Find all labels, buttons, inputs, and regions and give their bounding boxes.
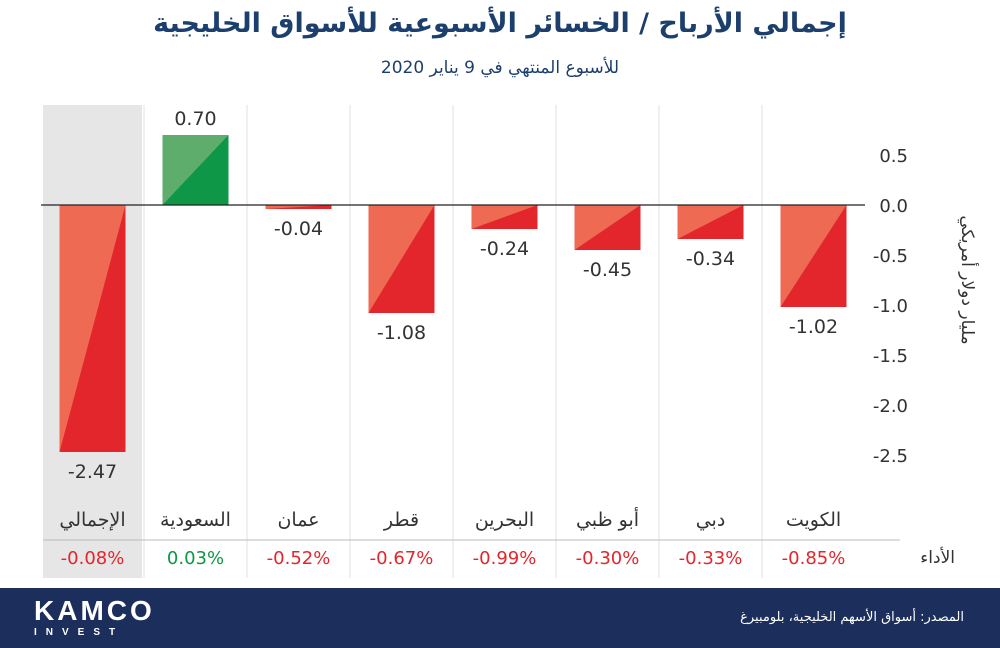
y-tick-label: -1.5 [873,346,908,367]
bar [265,205,332,209]
kamco-logo: KAMCO [34,595,155,626]
y-tick-label: -0.5 [873,246,908,267]
bar [780,205,847,307]
bar-shade [780,205,847,307]
performance-value: -0.99% [473,548,537,569]
footer-bar: KAMCO INVEST المصدر: أسواق الأسهم الخليج… [0,588,1000,648]
category-label: قطر [383,509,419,531]
kamco-logo-subtitle: INVEST [34,627,125,638]
y-tick-label: -2.0 [873,396,908,417]
performance-value: -0.08% [61,548,125,569]
bar-value-label: -0.45 [583,259,632,281]
category-label: الإجمالي [59,509,125,531]
category-label: دبي [696,509,726,531]
category-label: أبو ظبي [576,507,639,531]
bar-shade [574,205,641,250]
bar-shade [265,205,332,209]
bar-value-label: -2.47 [68,461,117,483]
performance-value: 0.03% [167,548,224,569]
performance-value: -0.85% [782,548,846,569]
bar-chart: -1.02 الكويت -0.85% -0.34 دبي -0.33% -0.45 أبو … [41,105,979,578]
performance-value: -0.52% [267,548,331,569]
bar [677,205,744,239]
bar-value-label: -0.24 [480,238,529,260]
bar [368,205,435,313]
bar [471,205,538,229]
chart-title: إجمالي الأرباح / الخسائر الأسبوعية للأسو… [153,8,847,39]
bar-value-label: -1.08 [377,322,426,344]
chart-subtitle: للأسبوع المنتهي في 9 يناير 2020 [380,58,620,78]
bar-shade [162,135,229,205]
category-label: الكويت [786,509,841,531]
bar-value-label: 0.70 [174,108,216,130]
y-tick-label: -2.5 [873,446,908,467]
bar-shade [59,205,126,452]
bar-value-label: -0.34 [686,248,735,270]
y-tick-label: 0.5 [879,146,908,167]
y-tick-label: -1.0 [873,296,908,317]
category-label: السعودية [160,509,231,531]
bar-shade [677,205,744,239]
bar [59,205,126,452]
bar [162,135,229,205]
performance-value: -0.30% [576,548,640,569]
bar-shade [368,205,435,313]
y-axis-label: مليار دولار أمريكي [957,215,979,344]
source-note: المصدر: أسواق الأسهم الخليجية، بلومبيرغ [740,610,964,625]
performance-row-label: الأداء [920,547,955,568]
bar [574,205,641,250]
y-tick-label: 0.0 [879,196,908,217]
bar-value-label: -1.02 [789,316,838,338]
bar-shade [471,205,538,229]
performance-value: -0.67% [370,548,434,569]
bar-value-label: -0.04 [274,218,323,240]
performance-value: -0.33% [679,548,743,569]
category-label: عمان [277,509,319,531]
category-label: البحرين [475,509,534,531]
